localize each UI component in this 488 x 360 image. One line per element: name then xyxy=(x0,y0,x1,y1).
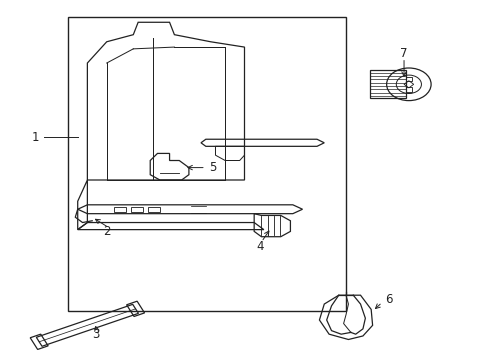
Bar xyxy=(406,87,411,92)
Text: 7: 7 xyxy=(400,46,407,60)
Bar xyxy=(406,77,411,81)
Text: 5: 5 xyxy=(209,161,216,174)
Text: 1: 1 xyxy=(32,131,40,144)
Text: 3: 3 xyxy=(92,328,100,341)
Bar xyxy=(68,17,346,311)
Bar xyxy=(131,207,142,212)
Text: 2: 2 xyxy=(103,225,110,238)
Bar xyxy=(147,207,160,212)
Text: 6: 6 xyxy=(384,293,391,306)
Bar xyxy=(114,207,126,212)
Bar xyxy=(369,71,406,98)
Text: 4: 4 xyxy=(256,240,263,253)
